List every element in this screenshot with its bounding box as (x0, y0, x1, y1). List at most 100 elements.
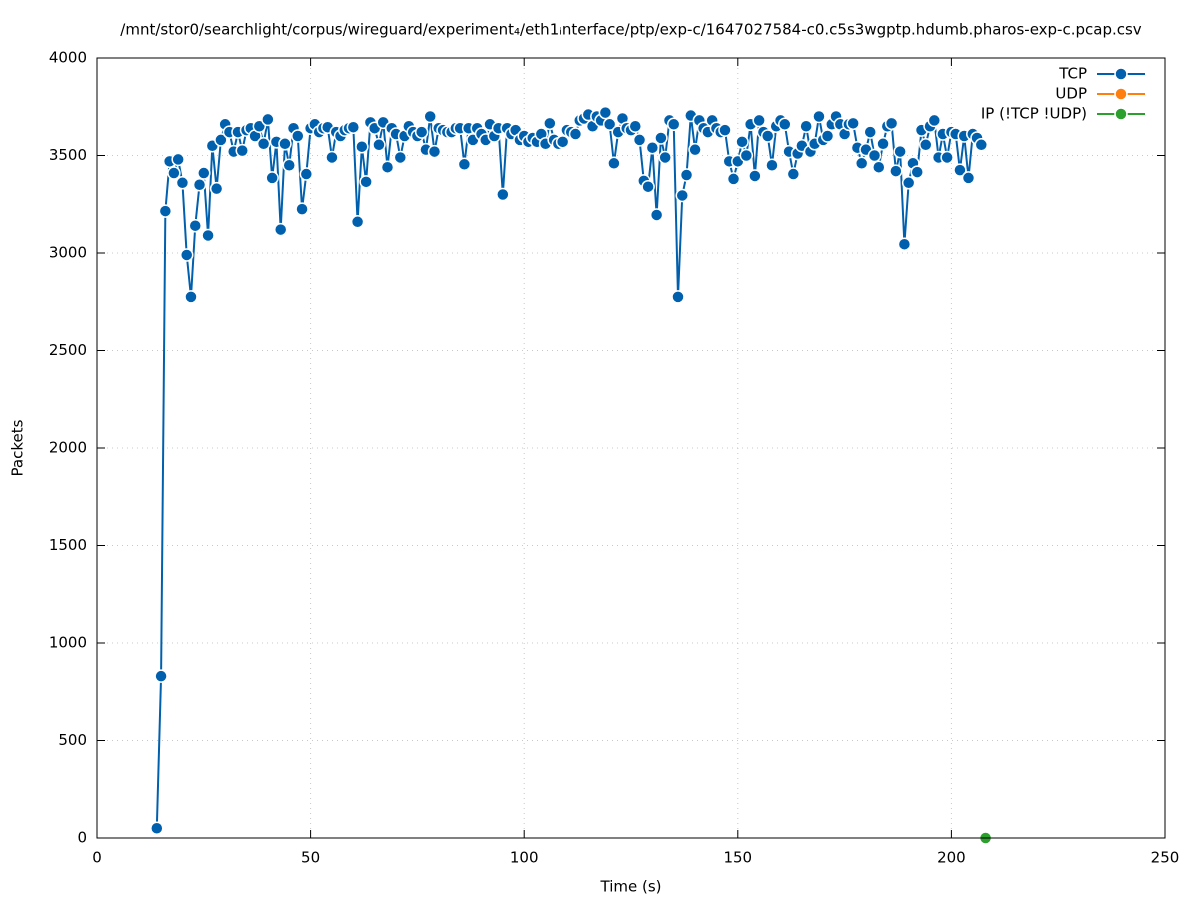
data-point (666, 117, 681, 132)
data-point (735, 135, 749, 149)
data-point (273, 222, 288, 237)
grid (96, 57, 1166, 839)
data-point (645, 140, 660, 155)
data-point (184, 290, 198, 304)
data-point (457, 157, 472, 172)
legend-label: UDP (1055, 85, 1087, 103)
data-point (179, 248, 194, 262)
data-point (765, 158, 779, 172)
data-point (876, 137, 890, 151)
data-point (778, 117, 792, 132)
data-point (299, 167, 314, 181)
data-point (974, 138, 989, 152)
data-point (167, 166, 181, 180)
data-point (889, 164, 903, 178)
data-point (265, 171, 279, 185)
x-axis-label: Time (s) (600, 878, 662, 896)
data-point (901, 176, 916, 190)
data-point (355, 139, 369, 154)
data-point (884, 116, 899, 131)
data-point (872, 160, 886, 174)
data-point (209, 181, 224, 196)
y-tick-label: 2000 (49, 439, 87, 457)
data-point (414, 125, 429, 139)
data-point (380, 160, 395, 174)
y-tick-label: 4000 (49, 49, 87, 67)
data-point (760, 129, 775, 143)
data-point (718, 123, 732, 137)
legend-marker (1114, 67, 1128, 81)
chart-title: /mnt/stor0/searchlight/corpus/wireguard/… (120, 21, 1142, 39)
y-tick-label: 0 (77, 829, 87, 847)
data-point (632, 133, 647, 147)
data-point (919, 138, 933, 152)
data-point (555, 135, 570, 149)
data-point (654, 131, 668, 145)
data-point (799, 119, 813, 133)
data-point (235, 143, 249, 158)
data-point (953, 163, 967, 177)
data-point (867, 148, 882, 163)
legend-label: IP (!TCP !UDP) (981, 105, 1087, 123)
data-point (688, 142, 702, 157)
data-point (214, 133, 228, 147)
data-point (726, 172, 741, 186)
data-point (261, 112, 275, 127)
data-point (423, 109, 437, 124)
data-point (679, 168, 694, 182)
data-point (568, 127, 583, 141)
data-point (346, 120, 361, 134)
data-point (350, 215, 365, 229)
data-point (543, 116, 557, 131)
data-point (393, 150, 408, 165)
data-point (910, 165, 924, 179)
data-point (786, 167, 801, 181)
data-point (197, 166, 211, 180)
data-point (496, 187, 510, 202)
data-point (863, 125, 877, 139)
data-point (372, 138, 386, 152)
data-point (256, 137, 271, 151)
data-point (607, 156, 621, 171)
data-point (658, 150, 672, 165)
legend-marker (1114, 87, 1128, 101)
data-point (150, 821, 164, 835)
data-point (897, 237, 912, 251)
y-tick-label: 1500 (49, 536, 87, 554)
data-point (171, 152, 185, 167)
y-tick-label: 3500 (49, 146, 87, 164)
data-point (739, 148, 754, 163)
data-point (291, 129, 305, 143)
x-tick-label: 50 (301, 849, 320, 867)
data-point (598, 105, 613, 120)
data-point (154, 669, 168, 683)
data-point (671, 290, 685, 304)
data-point (628, 119, 643, 133)
legend-label: TCP (1058, 65, 1087, 83)
x-tick-label: 250 (1151, 849, 1180, 867)
data-point (854, 156, 869, 171)
data-point (602, 117, 617, 132)
plot-area (150, 105, 993, 845)
data-point (278, 137, 292, 151)
legend-marker (1114, 107, 1128, 121)
data-point (940, 150, 954, 165)
data-point (427, 144, 442, 159)
data-point (158, 204, 173, 218)
data-point (282, 158, 296, 172)
data-point (295, 202, 309, 216)
y-tick-label: 1000 (49, 634, 87, 652)
x-tick-label: 100 (510, 849, 539, 867)
y-tick-label: 3000 (49, 244, 87, 262)
data-point (641, 179, 655, 194)
series-line (155, 110, 983, 829)
data-point (820, 129, 835, 143)
data-point (175, 176, 190, 190)
data-point (201, 228, 215, 243)
data-point (649, 208, 664, 222)
data-point (359, 175, 373, 189)
data-point (675, 188, 690, 203)
x-tick-label: 0 (92, 849, 102, 867)
y-tick-label: 500 (58, 731, 87, 749)
